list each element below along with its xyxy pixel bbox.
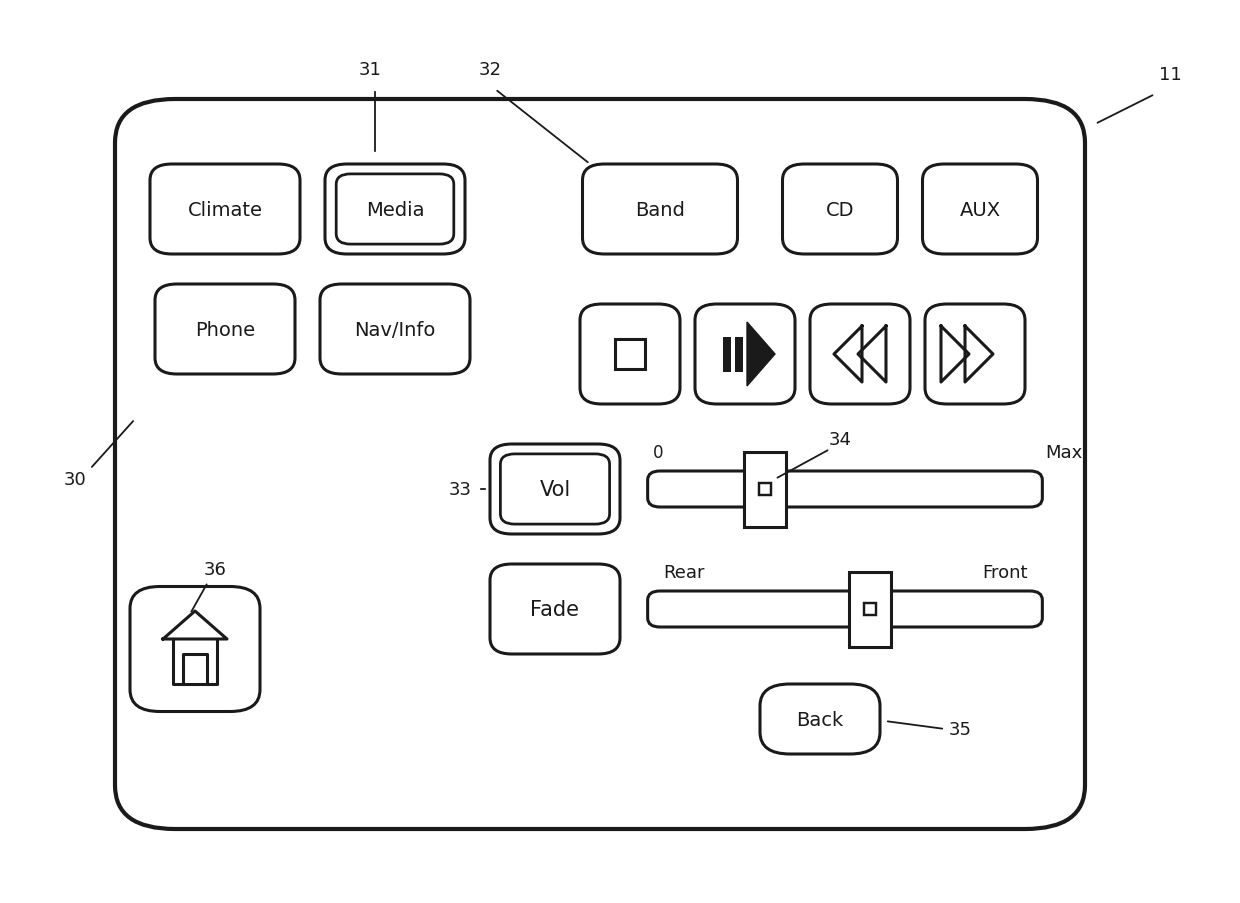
FancyBboxPatch shape bbox=[130, 587, 260, 712]
Text: Fade: Fade bbox=[531, 600, 579, 619]
FancyBboxPatch shape bbox=[647, 471, 1043, 507]
FancyBboxPatch shape bbox=[580, 304, 680, 405]
FancyBboxPatch shape bbox=[501, 454, 610, 525]
Text: Climate: Climate bbox=[187, 200, 263, 219]
FancyBboxPatch shape bbox=[150, 165, 300, 255]
Text: Vol: Vol bbox=[539, 479, 570, 499]
Text: Rear: Rear bbox=[663, 563, 704, 582]
FancyBboxPatch shape bbox=[782, 165, 898, 255]
Text: AUX: AUX bbox=[960, 200, 1001, 219]
FancyBboxPatch shape bbox=[647, 591, 1043, 628]
Text: Band: Band bbox=[635, 200, 684, 219]
FancyBboxPatch shape bbox=[490, 444, 620, 535]
Text: Phone: Phone bbox=[195, 321, 255, 340]
Text: Back: Back bbox=[796, 710, 843, 729]
Bar bbox=[615, 340, 645, 369]
Text: 35: 35 bbox=[949, 721, 971, 738]
Text: Nav/Info: Nav/Info bbox=[355, 321, 435, 340]
Text: Front: Front bbox=[982, 563, 1028, 582]
Text: 32: 32 bbox=[479, 61, 501, 79]
FancyBboxPatch shape bbox=[923, 165, 1038, 255]
Bar bbox=[735, 337, 743, 372]
FancyBboxPatch shape bbox=[490, 564, 620, 655]
Text: Max: Max bbox=[1045, 443, 1083, 461]
FancyBboxPatch shape bbox=[694, 304, 795, 405]
Text: 30: 30 bbox=[63, 470, 87, 489]
FancyBboxPatch shape bbox=[155, 284, 295, 375]
Text: 31: 31 bbox=[358, 61, 382, 79]
Text: 33: 33 bbox=[449, 480, 471, 498]
Text: 0: 0 bbox=[652, 443, 663, 461]
Polygon shape bbox=[746, 322, 775, 386]
Bar bbox=[759, 483, 771, 496]
Text: CD: CD bbox=[826, 200, 854, 219]
Bar bbox=[723, 337, 732, 372]
Text: 11: 11 bbox=[1158, 66, 1182, 84]
Text: Media: Media bbox=[366, 200, 424, 219]
Text: 34: 34 bbox=[828, 431, 852, 449]
FancyBboxPatch shape bbox=[115, 100, 1085, 829]
FancyBboxPatch shape bbox=[810, 304, 910, 405]
Bar bbox=[864, 603, 875, 615]
FancyBboxPatch shape bbox=[320, 284, 470, 375]
Bar bbox=[849, 572, 892, 647]
Bar bbox=[744, 452, 786, 527]
FancyBboxPatch shape bbox=[925, 304, 1025, 405]
FancyBboxPatch shape bbox=[760, 684, 880, 754]
FancyBboxPatch shape bbox=[583, 165, 738, 255]
Text: 36: 36 bbox=[203, 561, 227, 578]
FancyBboxPatch shape bbox=[336, 174, 454, 245]
FancyBboxPatch shape bbox=[325, 165, 465, 255]
